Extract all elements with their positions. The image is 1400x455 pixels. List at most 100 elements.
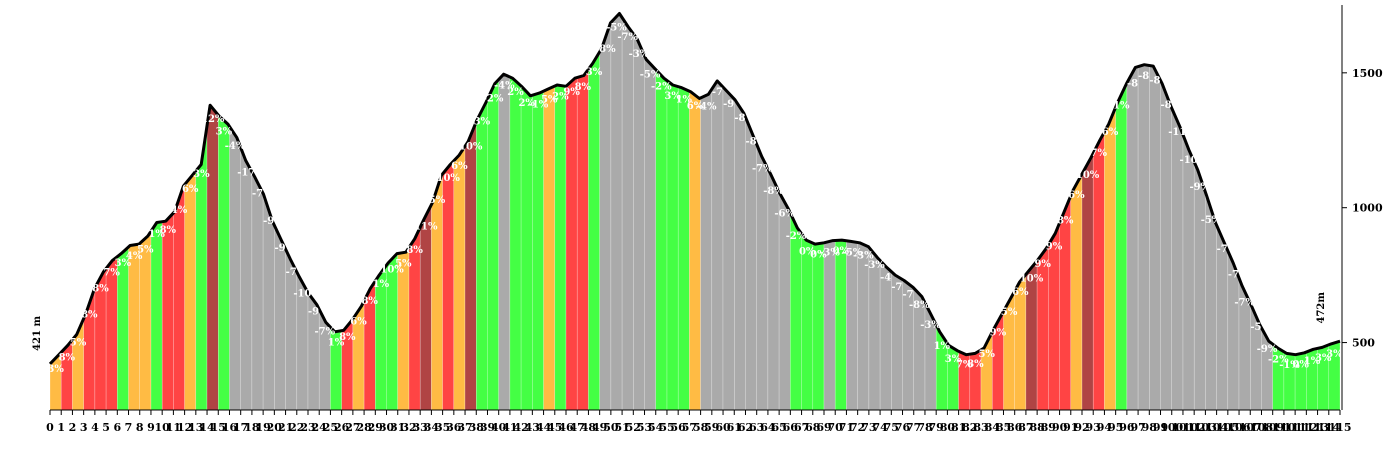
x-tick-label: 62 xyxy=(738,421,753,434)
grade-label: 5% xyxy=(1001,307,1018,318)
x-tick-label: 74 xyxy=(872,421,888,434)
x-tick-label: 35 xyxy=(435,421,450,434)
x-tick-label: 43 xyxy=(525,421,540,434)
grade-band xyxy=(767,168,780,411)
grade-band xyxy=(1194,161,1206,411)
end-elevation-label: 472m xyxy=(1316,292,1327,324)
x-tick-label: 104 xyxy=(1205,421,1228,434)
x-tick-label: 50 xyxy=(603,421,619,434)
grade-band xyxy=(745,116,757,411)
x-tick-label: 5 xyxy=(102,421,110,434)
x-tick-label: 29 xyxy=(368,421,383,434)
grade-band xyxy=(599,22,612,411)
grade-label: -1% xyxy=(528,100,549,111)
x-tick-label: 99 xyxy=(1153,421,1168,434)
x-tick-label: 3 xyxy=(80,421,88,434)
grade-label: 10% xyxy=(1020,274,1044,285)
grade-label: 5% xyxy=(541,95,558,106)
grade-label: 8% xyxy=(160,225,177,236)
x-tick-label: 76 xyxy=(895,421,911,434)
grade-label: 8% xyxy=(967,359,984,370)
grade-label: 3% xyxy=(115,258,132,269)
grade-band xyxy=(173,184,185,411)
profile-line xyxy=(48,12,1341,365)
grade-band xyxy=(868,246,881,411)
x-tick-label: 53 xyxy=(637,421,652,434)
grade-label: -9 xyxy=(723,99,734,110)
x-tick-label: 57 xyxy=(682,421,697,434)
grade-band xyxy=(610,13,623,411)
x-tick-label: 40 xyxy=(491,421,507,434)
x-tick-label: 71 xyxy=(839,421,854,434)
grade-band xyxy=(520,85,533,411)
grade-labels: 3%8%5%8%8%7%3%4%5%1%8%4%6%3%12%3%-4%-17-… xyxy=(47,23,1343,376)
x-tick-label: 95 xyxy=(1108,421,1123,434)
grade-label: 3% xyxy=(945,354,962,365)
grade-label: 6% xyxy=(1012,287,1029,298)
grade-label: -9 xyxy=(308,306,319,317)
x-tick-label: 96 xyxy=(1119,421,1135,434)
grade-band xyxy=(1126,66,1139,411)
x-tick-label: 26 xyxy=(334,421,350,434)
grade-label: -8% xyxy=(909,300,930,311)
grade-label: -3% xyxy=(864,260,885,271)
grade-label: -6% xyxy=(774,208,795,219)
grade-label: 7% xyxy=(103,267,120,278)
x-tick-label: 28 xyxy=(356,421,372,434)
x-tick-label: 65 xyxy=(771,421,786,434)
grade-label: -8 xyxy=(734,113,745,124)
grade-label: 5% xyxy=(978,349,995,360)
grade-label: 6% xyxy=(1102,127,1119,138)
x-tick-label: 109 xyxy=(1261,421,1284,434)
x-tick-label: 11 xyxy=(166,421,181,434)
grade-band xyxy=(756,144,769,411)
grade-label: 8% xyxy=(339,332,356,343)
x-tick-label: 12 xyxy=(177,421,192,434)
grade-label: 1% xyxy=(934,341,951,352)
x-tick-label: 54 xyxy=(648,421,664,434)
y-tick-label: 1500 xyxy=(1352,67,1383,80)
x-tick-label: 8 xyxy=(136,421,144,434)
x-tick-label: 84 xyxy=(985,421,1001,434)
x-tick-label: 30 xyxy=(379,421,395,434)
grade-band xyxy=(105,256,118,411)
x-tick-label: 34 xyxy=(424,421,440,434)
grade-label: -4 xyxy=(880,272,891,283)
grade-label: 6% xyxy=(350,317,367,328)
grade-band xyxy=(633,33,645,411)
x-tick-label: 97 xyxy=(1130,421,1145,434)
grade-band xyxy=(532,90,544,411)
x-tick-label: 81 xyxy=(951,421,966,434)
x-tick-label: 113 xyxy=(1306,421,1329,434)
grade-label: 1% xyxy=(1304,356,1321,367)
grade-label: 9% xyxy=(1034,259,1051,270)
x-tick-label: 66 xyxy=(783,421,799,434)
grade-band xyxy=(588,51,600,411)
grade-label: -5% xyxy=(842,248,863,259)
grade-band xyxy=(846,240,858,411)
grade-label: -9 xyxy=(274,243,285,254)
x-tick-label: 27 xyxy=(345,421,360,434)
grade-band xyxy=(218,114,230,411)
x-tick-label: 105 xyxy=(1216,421,1239,434)
x-tick-label: 101 xyxy=(1172,421,1195,434)
grade-label: -7 xyxy=(1228,270,1239,281)
x-tick-label: 98 xyxy=(1142,421,1158,434)
x-tick-label: 107 xyxy=(1239,421,1262,434)
x-tick-label: 60 xyxy=(715,421,731,434)
x-tick-label: 21 xyxy=(278,421,293,434)
x-tick-label: 72 xyxy=(850,421,865,434)
grade-band xyxy=(711,80,724,411)
grade-band xyxy=(162,212,174,411)
grade-label: 1% xyxy=(1113,101,1130,112)
grade-label: 12% xyxy=(201,114,225,125)
x-tick-label: 61 xyxy=(727,421,742,434)
grade-label: -2% xyxy=(651,82,672,93)
x-tick-label: 15 xyxy=(211,421,226,434)
grade-label: 1% xyxy=(373,279,390,290)
grade-band xyxy=(206,106,219,411)
grade-label: 5% xyxy=(137,244,154,255)
grade-label: -7% xyxy=(1234,297,1255,308)
grade-label: 0% xyxy=(1292,360,1309,371)
